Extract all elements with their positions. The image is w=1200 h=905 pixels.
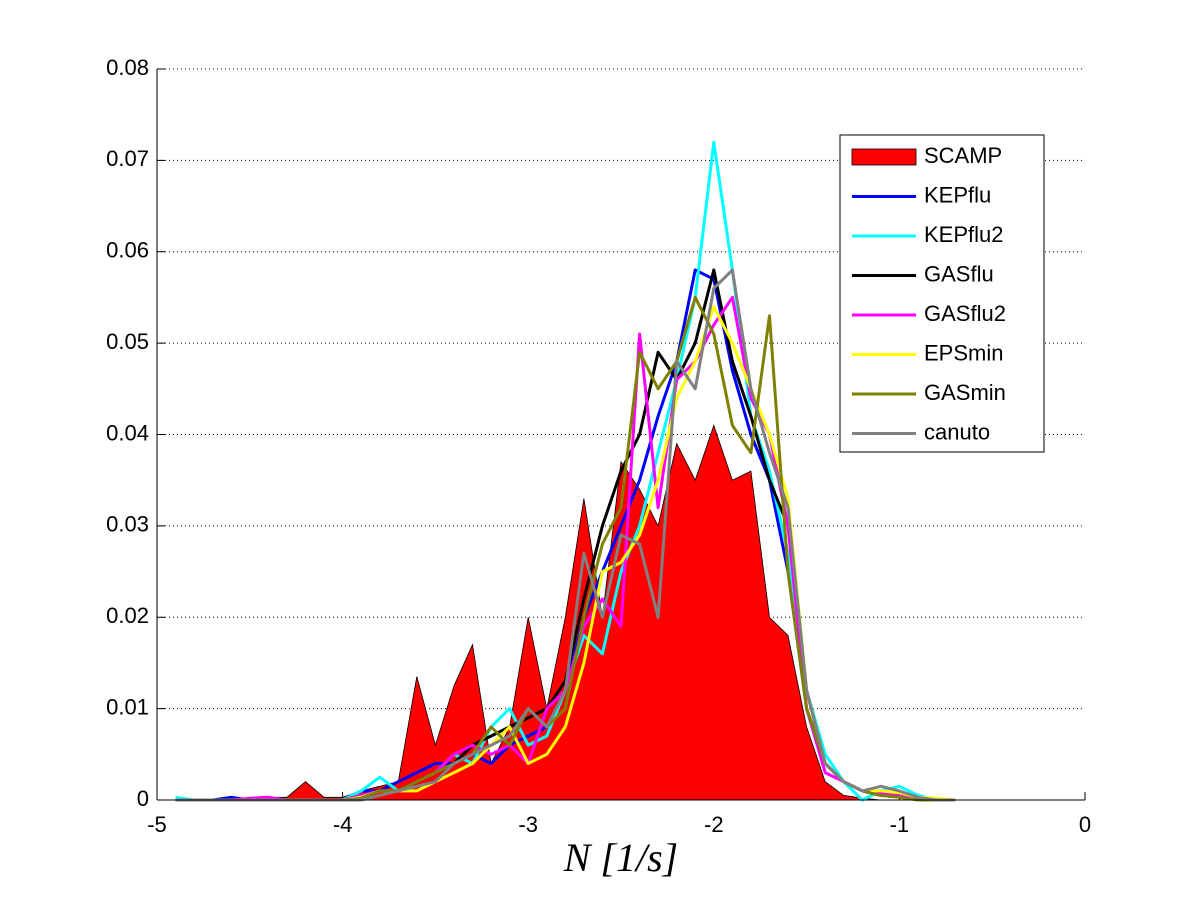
x-tick-label: 0 [1079, 812, 1091, 837]
x-tick-label: -1 [890, 812, 910, 837]
legend-label: GASmin [924, 380, 1006, 405]
y-tick-label: 0.08 [106, 55, 149, 80]
y-tick-label: 0 [137, 786, 149, 811]
legend-label: SCAMP [924, 143, 1002, 168]
y-tick-label: 0.01 [106, 694, 149, 719]
x-axis-label: N [1/s] [563, 835, 679, 880]
legend-box [839, 134, 1045, 453]
x-tick-label: -4 [333, 812, 353, 837]
legend-label: GASflu2 [924, 301, 1006, 326]
y-tick-label: 0.03 [106, 512, 149, 537]
y-tick-label: 0.04 [106, 420, 149, 445]
x-tick-label: -5 [147, 812, 167, 837]
x-tick-label: -3 [518, 812, 538, 837]
area [175, 424, 956, 801]
legend-label: GASflu [924, 261, 994, 286]
x-tick-label: -2 [704, 812, 724, 837]
legend-label: KEPflu [924, 182, 991, 207]
legend-label: canuto [924, 419, 990, 444]
y-tick-label: 0.06 [106, 238, 149, 263]
line [175, 305, 956, 802]
legend-label: KEPflu2 [924, 222, 1004, 247]
y-tick-label: 0.02 [106, 603, 149, 628]
y-tick-label: 0.05 [106, 329, 149, 354]
legend-swatch [851, 148, 917, 166]
legend-label: EPSmin [924, 340, 1003, 365]
y-tick-label: 0.07 [106, 146, 149, 171]
